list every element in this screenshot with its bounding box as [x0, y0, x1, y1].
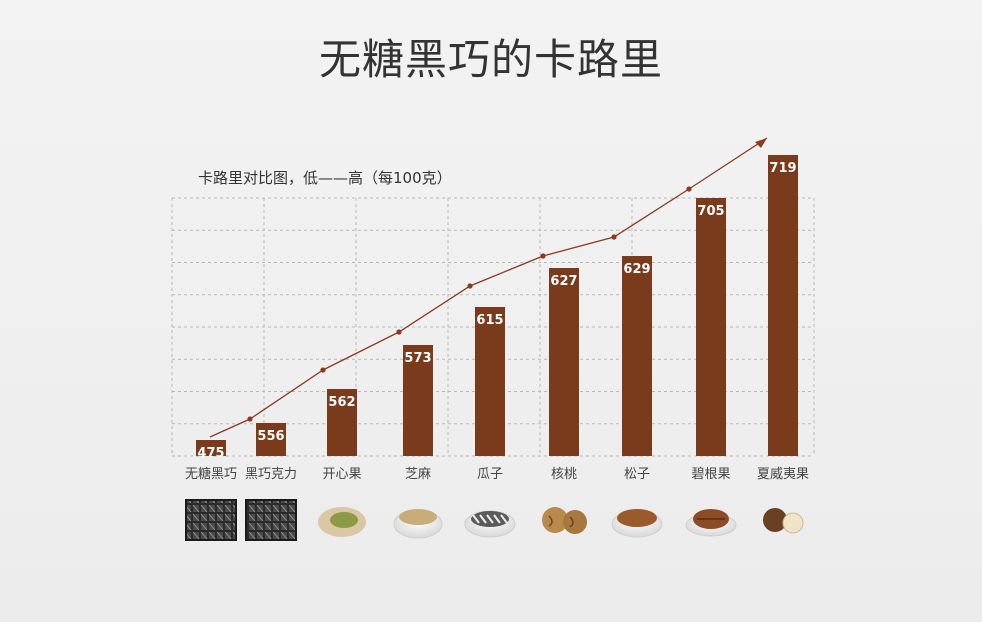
page-title: 无糖黑巧的卡路里 — [318, 35, 663, 84]
value-label-8: 719 — [769, 161, 796, 176]
macadamia-icon — [763, 508, 804, 534]
trend-point-5 — [611, 234, 617, 240]
trend-point-3 — [467, 283, 473, 289]
bar-4 — [475, 307, 505, 456]
pistachio-kernel — [330, 512, 358, 528]
sesame-seeds — [399, 509, 437, 525]
trend-point-0 — [247, 416, 253, 422]
macadamia-shell — [763, 508, 787, 532]
chart-subtitle: 卡路里对比图，低——高（每100克） — [198, 169, 452, 187]
labels-group: 475 无糖黑巧 556 黑巧克力 562 开心果 573 芝麻 615 瓜子 627 核桃 629 松子… — [185, 161, 809, 482]
value-label-2: 562 — [328, 395, 355, 410]
walnut-right — [563, 510, 587, 534]
category-label-1: 黑巧克力 — [245, 467, 297, 482]
walnut-texture — [548, 515, 574, 528]
category-label-6: 松子 — [624, 467, 650, 482]
category-label-5: 核桃 — [551, 467, 577, 482]
nuts-pile — [617, 509, 657, 527]
bar-3 — [403, 345, 433, 456]
seed-stripe — [486, 514, 494, 524]
pine-nuts-icon — [611, 509, 663, 538]
bar-1 — [256, 423, 286, 456]
pistachio-icon — [318, 507, 366, 537]
bar-8 — [768, 155, 798, 456]
value-label-7: 705 — [697, 204, 724, 219]
category-label-8: 夏威夷果 — [757, 466, 809, 482]
bar-5 — [549, 268, 579, 456]
category-label-4: 瓜子 — [477, 467, 503, 482]
seed-stripe — [500, 514, 508, 524]
walnut-left — [542, 507, 568, 533]
sunflower-seeds-icon — [464, 510, 516, 538]
chocolate-bar-icon — [245, 499, 297, 541]
trend-point-2 — [396, 329, 402, 335]
value-label-1: 556 — [257, 429, 284, 444]
chocolate-bar-shape — [185, 499, 237, 541]
category-label-2: 开心果 — [322, 467, 361, 482]
value-label-4: 615 — [476, 313, 503, 328]
category-label-7: 碧根果 — [691, 467, 730, 482]
value-label-5: 627 — [550, 274, 577, 289]
trend-point-4 — [540, 253, 546, 259]
food-icons-group — [185, 499, 804, 541]
chocolate-bar-shape — [245, 499, 297, 541]
category-label-0: 无糖黑巧 — [185, 466, 237, 482]
value-label-0: 475 — [197, 446, 224, 461]
trend-point-1 — [320, 367, 326, 373]
bar-0 — [196, 440, 226, 456]
value-label-3: 573 — [404, 351, 431, 366]
walnut-icon — [542, 507, 587, 534]
macadamia-kernel — [782, 512, 804, 534]
seed-stripe — [493, 514, 501, 524]
category-label-3: 芝麻 — [405, 466, 431, 482]
bar-7 — [696, 198, 726, 456]
trend-point-6 — [686, 186, 692, 192]
seed-stripe — [472, 514, 480, 524]
chocolate-bar-icon — [185, 499, 237, 541]
bar-2 — [327, 389, 357, 456]
seed-stripe — [479, 514, 487, 524]
sesame-bowl-icon — [393, 509, 443, 539]
pecan-icon — [685, 509, 737, 537]
trend-arrow-head — [755, 138, 767, 148]
value-label-6: 629 — [623, 262, 650, 277]
bar-6 — [622, 256, 652, 456]
bars-group — [196, 155, 798, 456]
trend-line-group — [209, 137, 768, 438]
